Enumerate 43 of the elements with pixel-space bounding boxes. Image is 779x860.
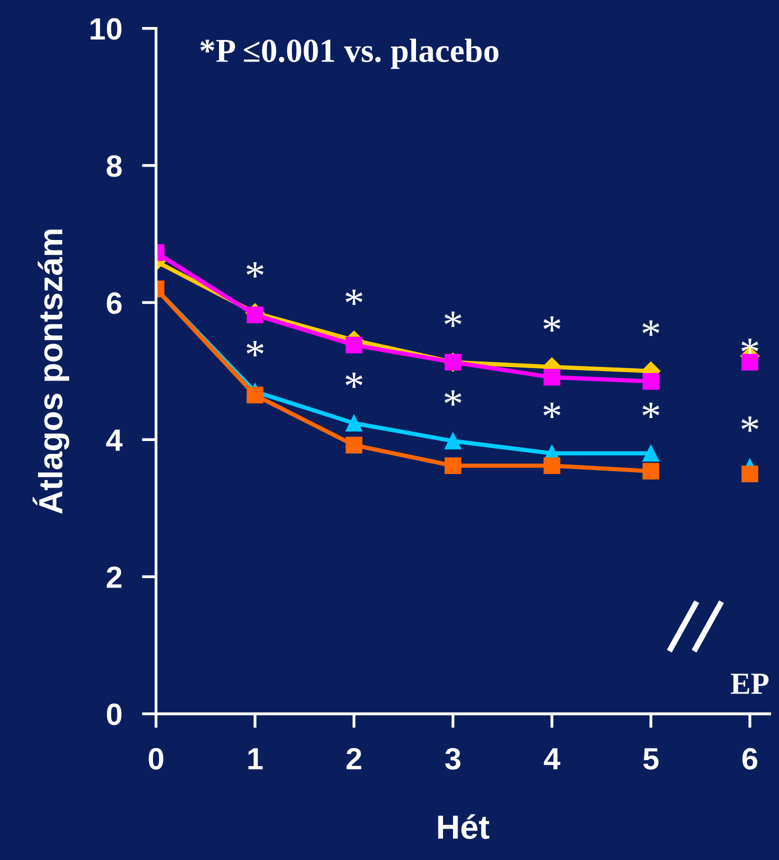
y-tick-label: 10 xyxy=(90,18,122,40)
point xyxy=(642,445,660,462)
y-tick-label: 4 xyxy=(106,430,123,451)
annotation: * xyxy=(741,338,758,354)
annotation: * xyxy=(642,402,660,418)
annotation: * xyxy=(346,290,362,305)
y-tick-label: 0 xyxy=(106,704,122,726)
x-tick-label: 0 xyxy=(148,748,164,770)
point xyxy=(346,436,362,454)
point xyxy=(642,462,660,480)
annotation: EP xyxy=(730,674,769,694)
point xyxy=(544,368,560,386)
point xyxy=(444,432,462,450)
annotation: * xyxy=(444,312,462,327)
annotation: * xyxy=(741,416,758,432)
x-tick-label: 2 xyxy=(346,748,362,770)
x-tick-label: 1 xyxy=(248,748,263,770)
annotation: * xyxy=(642,320,660,336)
point xyxy=(346,336,362,354)
x-tick-label: 3 xyxy=(445,748,460,770)
point xyxy=(742,354,758,371)
chart-title: *P ≤0.001 vs. placebo xyxy=(200,38,498,69)
annotation: * xyxy=(544,402,560,418)
annotation: * xyxy=(544,316,560,332)
x-tick-label: 6 xyxy=(742,748,758,770)
annotation: * xyxy=(346,372,362,388)
annotation: * xyxy=(444,390,462,406)
y-tick-label: 2 xyxy=(106,566,122,588)
y-tick-label: 6 xyxy=(106,292,122,314)
annotation: * xyxy=(246,262,264,278)
point xyxy=(246,386,264,404)
point xyxy=(246,306,264,324)
y-axis-title: Átlagos pontszám xyxy=(32,230,70,514)
x-axis-title: Hét xyxy=(438,814,490,839)
point xyxy=(642,373,660,390)
annotation: * xyxy=(246,341,264,356)
x-tick-label: 5 xyxy=(643,748,659,770)
x-tick-label: 4 xyxy=(544,748,560,770)
point xyxy=(544,457,560,474)
y-tick-label: 8 xyxy=(106,155,122,177)
point xyxy=(742,466,758,482)
point xyxy=(346,414,362,432)
point xyxy=(444,457,462,474)
